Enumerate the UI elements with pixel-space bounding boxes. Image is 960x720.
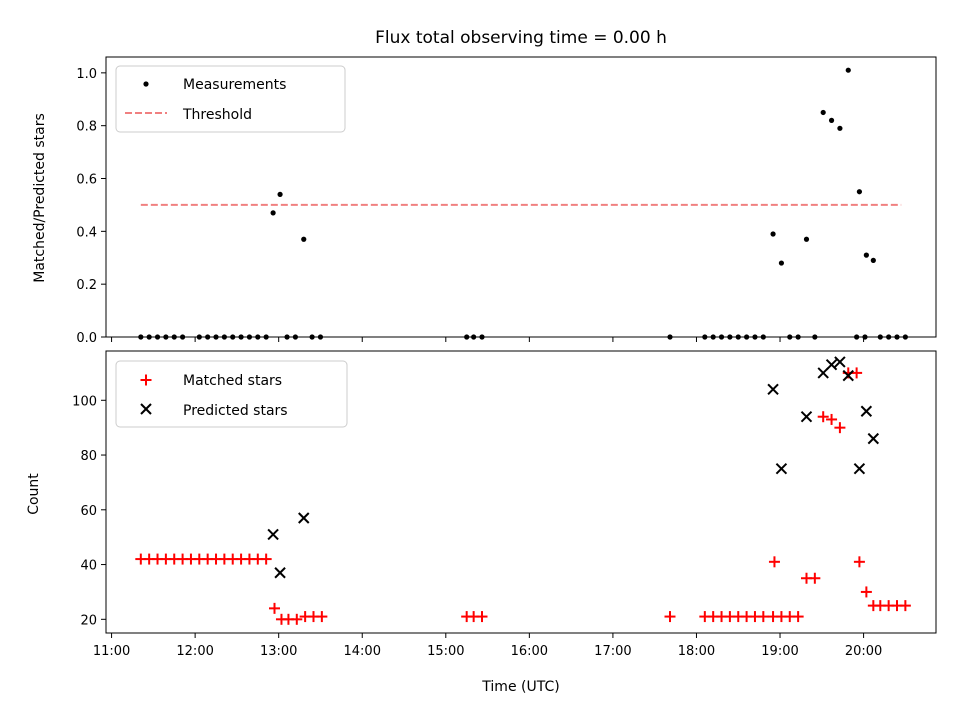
measurement-point xyxy=(837,125,843,131)
matched-stars-point xyxy=(316,611,328,623)
matched-stars-point xyxy=(291,613,303,625)
measurement-point xyxy=(301,236,307,242)
matched-stars-point xyxy=(260,553,272,565)
top-y-tick-label: 0.2 xyxy=(76,278,97,293)
measurement-point xyxy=(770,231,776,237)
bottom-y-tick-label: 60 xyxy=(80,504,97,519)
matched-stars-point xyxy=(834,422,846,434)
x-tick-label: 13:00 xyxy=(260,644,297,659)
legend-label-predicted-stars: Predicted stars xyxy=(183,403,288,419)
x-tick-label: 15:00 xyxy=(427,644,464,659)
measurement-point xyxy=(828,117,835,123)
top-legend-box xyxy=(115,65,346,133)
predicted-stars-point xyxy=(860,405,873,417)
measurement-point xyxy=(778,260,785,266)
measurement-point xyxy=(845,67,851,73)
predicted-stars-point xyxy=(767,383,779,396)
bottom-y-tick-label: 100 xyxy=(72,394,97,409)
x-tick-label: 20:00 xyxy=(845,644,882,659)
top-panel: Flux total observing time = 0.00 h Match… xyxy=(32,28,937,346)
bottom-y-axis-label: Count xyxy=(26,473,42,515)
measurement-point xyxy=(870,257,876,263)
x-tick-label: 18:00 xyxy=(678,644,715,659)
predicted-stars-point xyxy=(825,358,838,371)
legend-label-matched-stars: Matched stars xyxy=(183,373,282,389)
predicted-stars-point xyxy=(867,432,880,445)
top-y-tick-label: 0.0 xyxy=(76,331,97,346)
legend-label-measurements: Measurements xyxy=(183,77,286,93)
predicted-stars-point xyxy=(298,512,310,524)
bottom-y-tick-label: 80 xyxy=(80,449,97,464)
matched-stars-point xyxy=(757,611,769,623)
matched-stars-point xyxy=(899,600,911,612)
predicted-stars-point xyxy=(775,463,788,475)
legend-marker-predicted-stars xyxy=(140,403,152,415)
x-tick-label: 12:00 xyxy=(176,644,213,659)
top-legend: Measurements Threshold xyxy=(115,65,346,133)
legend-label-threshold: Threshold xyxy=(182,107,252,123)
top-y-tick-label: 0.6 xyxy=(76,173,97,188)
matched-stars-point xyxy=(269,602,281,614)
top-y-tick-label: 0.4 xyxy=(76,225,97,240)
matched-stars-point xyxy=(817,411,829,423)
matched-stars-point xyxy=(853,556,865,568)
x-tick-label: 16:00 xyxy=(511,644,548,659)
matched-stars-point xyxy=(826,413,838,425)
top-y-axis-label: Matched/Predicted stars xyxy=(32,113,48,283)
bottom-legend-box xyxy=(115,360,348,428)
matched-stars-point xyxy=(860,586,872,598)
predicted-stars-point xyxy=(842,369,854,382)
legend-marker-measurements xyxy=(143,81,149,87)
bottom-axes-frame xyxy=(105,350,937,634)
x-tick-label: 11:00 xyxy=(93,644,130,659)
x-tick-label: 17:00 xyxy=(594,644,631,659)
predicted-stars-point xyxy=(267,528,279,541)
bottom-axis-ticks: 20 40 60 80 100 11:00 12:00 13:00 14:00 15:00 16:0… xyxy=(72,394,882,659)
matched-stars-point xyxy=(792,611,804,623)
matched-stars-point xyxy=(768,556,780,568)
predicted-stars-point xyxy=(853,463,866,475)
matched-stars-point xyxy=(476,611,488,623)
bottom-y-tick-label: 40 xyxy=(80,559,97,574)
x-axis-label: Time (UTC) xyxy=(481,679,559,695)
x-tick-label: 19:00 xyxy=(761,644,798,659)
bottom-legend: Matched stars Predicted stars xyxy=(115,360,348,428)
x-tick-label: 14:00 xyxy=(344,644,381,659)
predicted-stars-point xyxy=(800,411,813,423)
top-y-tick-label: 0.8 xyxy=(76,120,97,135)
measurement-point xyxy=(277,191,283,197)
bottom-plot-area xyxy=(135,356,911,625)
chart-title: Flux total observing time = 0.00 h xyxy=(375,28,667,48)
matched-stars-point xyxy=(809,572,821,584)
bottom-y-tick-label: 20 xyxy=(80,613,97,628)
measurement-point xyxy=(863,252,869,258)
top-axes-frame xyxy=(105,56,937,338)
measurement-point xyxy=(856,189,863,195)
measurement-point xyxy=(820,109,826,116)
top-y-tick-label: 1.0 xyxy=(76,67,97,82)
matched-stars-point xyxy=(664,611,676,623)
predicted-stars-point xyxy=(834,356,846,368)
matched-stars-point xyxy=(851,367,863,379)
measurement-point xyxy=(270,210,276,216)
measurement-point xyxy=(803,236,810,242)
predicted-stars-point xyxy=(274,567,286,579)
bottom-panel: Count Time (UTC) 20 40 60 80 100 11:00 12:00 13… xyxy=(26,350,937,695)
top-axis-ticks: 0.0 0.2 0.4 0.6 0.8 1.0 xyxy=(76,67,865,346)
legend-marker-matched-stars xyxy=(140,374,152,386)
